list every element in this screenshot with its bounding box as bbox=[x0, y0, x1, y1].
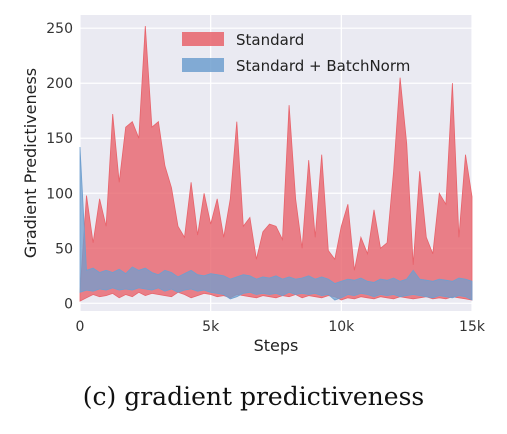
y-axis-ticks: 0 50 100 150 200 250 bbox=[46, 21, 73, 312]
x-axis-label: Steps bbox=[254, 336, 299, 355]
y-tick-label: 100 bbox=[46, 186, 73, 202]
figure-caption: (c) gradient predictiveness bbox=[82, 382, 425, 411]
y-tick-label: 250 bbox=[46, 21, 73, 37]
legend-swatch-standard bbox=[182, 32, 224, 46]
y-tick-label: 50 bbox=[55, 241, 73, 257]
y-axis-label: Gradient Predictiveness bbox=[21, 68, 40, 258]
x-axis-ticks: 0 5k 10k 15k bbox=[76, 319, 486, 335]
series-band-batchnorm bbox=[79, 146, 473, 301]
x-tick-label: 10k bbox=[328, 319, 355, 335]
chart-figure: 0 5k 10k 15k 0 50 100 150 200 250 Steps Gradient… bbox=[21, 15, 486, 355]
legend-label-standard: Standard bbox=[236, 31, 304, 49]
legend-label-batchnorm: Standard + BatchNorm bbox=[236, 57, 410, 75]
series-layer bbox=[79, 25, 473, 302]
legend: Standard Standard + BatchNorm bbox=[182, 31, 410, 75]
y-tick-label: 150 bbox=[46, 131, 73, 147]
x-tick-label: 5k bbox=[202, 319, 220, 335]
y-tick-label: 200 bbox=[46, 76, 73, 92]
legend-swatch-batchnorm bbox=[182, 58, 224, 72]
y-tick-label: 0 bbox=[64, 296, 73, 312]
x-tick-label: 15k bbox=[459, 319, 486, 335]
x-tick-label: 0 bbox=[76, 319, 85, 335]
